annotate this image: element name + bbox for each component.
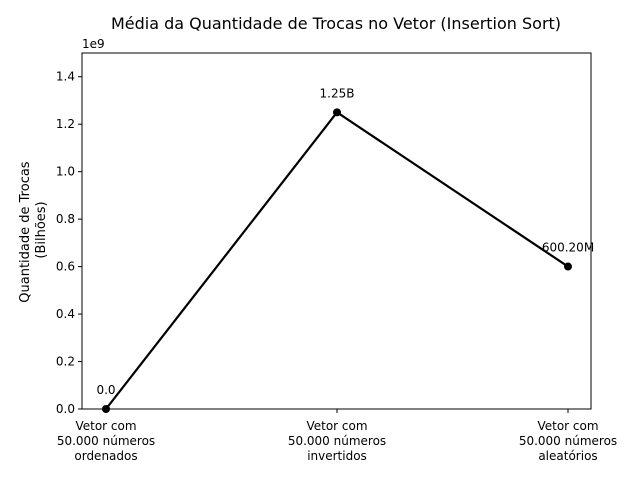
data-point-marker [333, 108, 341, 117]
series-line [102, 108, 572, 413]
x-tick-label-line: Vetor com [306, 419, 367, 433]
y-tick-label: 0.8 [56, 212, 75, 226]
y-axis-offset-label: 1e9 [82, 37, 105, 51]
plot-frame [81, 52, 592, 410]
data-label: 0.0 [96, 383, 115, 397]
x-tick-label-line: Vetor com [75, 419, 136, 433]
x-tick-label: Vetor com 50.000 números invertidos [288, 419, 386, 463]
data-label: 1.25B [320, 86, 355, 100]
x-tick-label-line: Vetor com [537, 419, 598, 433]
x-tick-label: Vetor com 50.000 números ordenados [57, 419, 155, 463]
y-tick-label: 0.6 [56, 260, 75, 274]
data-label: 600.20M [542, 241, 594, 255]
y-tick-label: 0.4 [56, 307, 75, 321]
chart-title: Média da Quantidade de Trocas no Vetor (… [111, 14, 561, 33]
x-tick-label-line: 50.000 números [519, 434, 617, 448]
y-axis-ticks: 0.0 0.2 0.4 0.6 0.8 1.0 1.2 1.4 [56, 70, 82, 416]
y-tick-label: 1.4 [56, 70, 75, 84]
x-tick-label: Vetor com 50.000 números aleatórios [519, 419, 617, 463]
x-tick-label-line: ordenados [74, 449, 137, 463]
y-axis-label: Quantidade de Trocas (Bilhões) [18, 157, 49, 302]
y-axis-label-line-1: Quantidade de Trocas [18, 161, 33, 303]
series-polyline [105, 111, 569, 410]
y-tick-label: 0.0 [56, 402, 75, 416]
x-tick-label-line: aleatórios [538, 449, 597, 463]
y-tick-label: 1.2 [56, 117, 75, 131]
data-labels: 0.0 1.25B 600.20M [96, 86, 594, 397]
x-tick-label-line: 50.000 números [288, 434, 386, 448]
y-tick-label: 0.2 [56, 355, 75, 369]
data-point-marker [564, 262, 572, 271]
x-tick-label-line: invertidos [307, 449, 367, 463]
y-tick-label: 1.0 [56, 165, 75, 179]
y-axis-label-line-2: (Bilhões) [34, 201, 49, 258]
x-tick-label-line: 50.000 números [57, 434, 155, 448]
